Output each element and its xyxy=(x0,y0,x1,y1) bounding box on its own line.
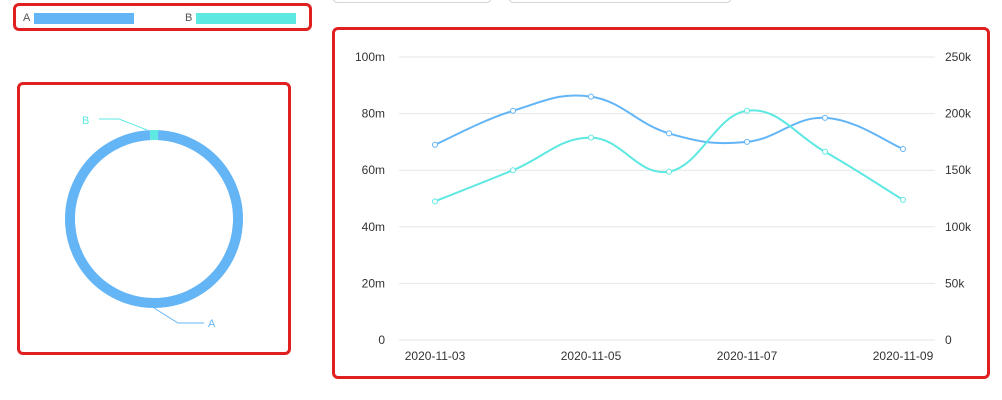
data-point-a xyxy=(588,93,594,100)
data-point-b xyxy=(510,167,516,174)
donut-slice-a xyxy=(65,130,243,308)
top-control-left[interactable] xyxy=(332,0,492,3)
x-tick-label: 2020-11-03 xyxy=(405,349,466,363)
legend-frame: A B xyxy=(13,3,312,31)
top-control-right[interactable] xyxy=(508,0,732,3)
y-right-tick-label: 100k xyxy=(945,220,972,234)
donut-label-b: B xyxy=(82,115,89,127)
donut-label-line-b xyxy=(99,118,148,131)
legend-swatch-b xyxy=(196,12,297,24)
series-line-b xyxy=(434,109,904,203)
data-point-b xyxy=(666,168,672,175)
data-point-b xyxy=(822,148,828,155)
legend-item-b[interactable]: B xyxy=(185,10,297,26)
y-right-tick-label: 0 xyxy=(945,333,952,347)
data-point-b xyxy=(588,134,594,141)
legend-label-b: B xyxy=(185,12,193,24)
data-point-b xyxy=(432,198,438,205)
y-left-tick-label: 20m xyxy=(362,276,385,290)
y-left-tick-label: 60m xyxy=(362,163,385,177)
line-chart-frame: 0 20m 40m 60m 80m 100m 0 50k 100k 150k 200k 250k 202… xyxy=(332,27,990,379)
data-point-b xyxy=(744,107,750,114)
y-left-tick-label: 0 xyxy=(378,333,385,347)
data-point-a xyxy=(510,107,516,114)
donut-label-line-a xyxy=(153,307,204,324)
x-tick-label: 2020-11-05 xyxy=(561,349,622,363)
data-point-a xyxy=(900,145,906,152)
donut-label-a: A xyxy=(208,318,216,330)
data-point-a xyxy=(822,114,828,121)
data-point-a xyxy=(666,130,672,137)
y-right-tick-label: 250k xyxy=(945,50,972,64)
y-right-tick-label: 200k xyxy=(945,107,972,121)
data-point-a xyxy=(744,138,750,145)
x-tick-label: 2020-11-09 xyxy=(873,349,934,363)
data-point-b xyxy=(900,196,906,203)
legend-label-a: A xyxy=(23,12,31,24)
legend-item-a[interactable]: A xyxy=(23,10,135,26)
y-left-tick-label: 40m xyxy=(362,220,385,234)
data-point-a xyxy=(432,141,438,148)
y-right-tick-label: 50k xyxy=(945,276,965,290)
line-chart: 0 20m 40m 60m 80m 100m 0 50k 100k 150k 200k 250k 202… xyxy=(355,50,972,363)
y-left-tick-label: 80m xyxy=(362,107,385,121)
x-tick-label: 2020-11-07 xyxy=(717,349,778,363)
y-right-tick-label: 150k xyxy=(945,163,972,177)
donut-chart: BA xyxy=(65,115,243,330)
series-line-a xyxy=(434,94,904,150)
y-left-tick-label: 100m xyxy=(355,50,385,64)
legend-swatch-a xyxy=(34,12,135,24)
